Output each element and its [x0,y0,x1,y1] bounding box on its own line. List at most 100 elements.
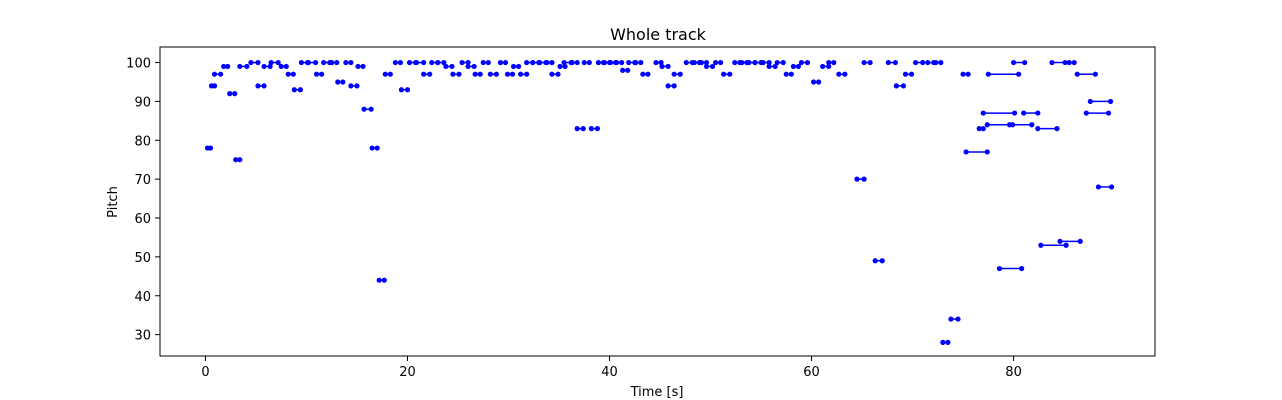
note-end-point [319,71,325,77]
note-segment [766,63,778,70]
note-end-point [1108,184,1115,190]
note-segment [721,71,733,77]
note-start-point [211,71,218,77]
note-end-point [638,59,644,66]
note-start-point [487,71,493,77]
note-start-point [237,63,243,70]
note-segment [1087,98,1114,105]
note-segment [450,71,462,77]
note-start-point [732,59,738,66]
note-start-point [948,316,954,322]
note-end-point [766,59,772,66]
note-end-point [368,106,374,112]
note-start-point [820,63,826,70]
note-segment [1057,238,1083,244]
note-segment [671,71,683,77]
note-start-point [980,110,986,116]
note-start-point [984,122,990,128]
note-segment [392,59,404,66]
note-segment [976,126,986,132]
note-end-point [502,59,509,66]
note-segment [369,145,380,151]
note-end-point [465,59,471,66]
note-end-point [594,126,600,132]
note-end-point [772,63,778,70]
note-segment [472,71,483,77]
note-end-point [237,157,243,163]
note-end-point [334,59,340,66]
note-segment [329,59,340,66]
note-start-point [633,59,639,66]
note-end-point [842,71,848,77]
note-segment [233,157,243,163]
note-end-point [207,145,214,151]
note-start-point [227,91,233,97]
note-segment [885,59,898,66]
note-end-point [524,71,530,77]
note-segment [421,71,433,77]
note-start-point [659,63,665,70]
note-segment [557,63,568,70]
note-start-point [1009,122,1016,128]
note-segment [480,59,491,66]
y-tick-label: 80 [134,134,151,149]
note-segment [227,91,238,97]
note-segment [204,145,214,151]
note-start-point [760,59,766,66]
note-start-point [480,59,486,66]
note-end-point [297,87,304,93]
note-segment [1074,71,1099,77]
note-end-point [1016,71,1022,77]
note-segment [980,110,1018,116]
chart-title: Whole track [610,25,707,44]
note-start-point [861,59,867,66]
note-end-point [1071,59,1077,66]
note-end-point [381,277,387,283]
note-start-point [810,79,817,85]
note-start-point [530,59,536,66]
note-start-point [291,87,297,93]
x-tick-label: 0 [201,365,209,380]
note-segment [569,59,580,66]
note-end-point [831,59,837,66]
note-segment [348,83,360,89]
note-segment [313,71,325,77]
note-start-point [1035,126,1041,132]
note-segment [933,59,944,66]
note-end-point [908,71,915,77]
y-tick-label: 90 [134,95,151,110]
note-segment [826,59,837,66]
note-start-point [752,59,758,66]
note-start-point [369,145,375,151]
note-end-point [555,71,561,77]
note-segment [613,59,625,66]
note-start-point [653,59,659,66]
note-start-point [376,277,382,283]
note-start-point [348,83,354,89]
note-segment [1010,59,1028,66]
note-end-point [493,71,499,77]
note-start-point [1021,110,1027,116]
note-start-point [940,339,946,345]
note-end-point [348,59,354,66]
note-end-point [938,59,944,66]
note-end-point [267,63,273,70]
note-end-point [984,149,990,155]
note-end-point [892,59,898,66]
note-segment [1009,122,1035,128]
note-segment [783,71,794,77]
note-start-point [472,71,478,77]
note-start-point [561,59,567,66]
note-start-point [1038,242,1044,248]
x-tick-label: 60 [803,365,820,380]
note-end-point [788,71,794,77]
note-segment [948,316,961,322]
note-end-point [677,71,683,77]
note-segment [659,63,671,70]
plot-frame [159,46,1156,357]
note-end-point [780,59,786,66]
note-segment [798,59,811,66]
note-end-point [340,79,346,85]
